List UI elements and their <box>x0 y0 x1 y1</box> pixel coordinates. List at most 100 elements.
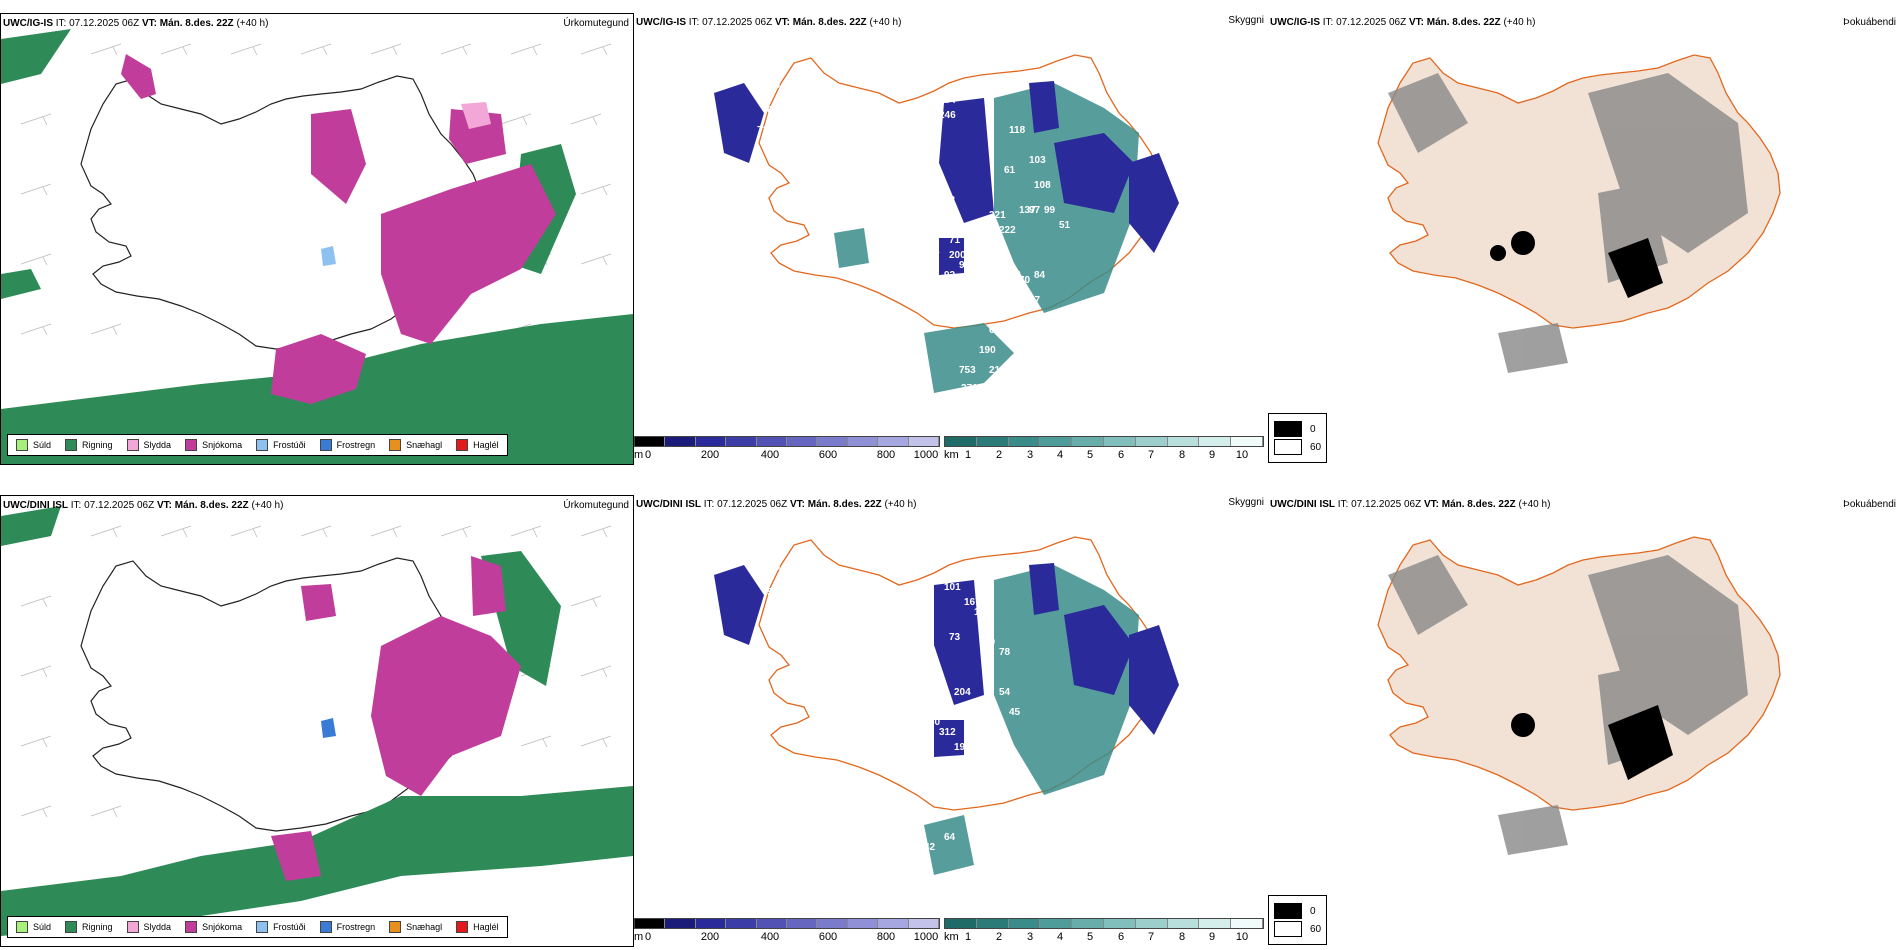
precip-type-panel-row1: UWC/IG-IS IT: 07.12.2025 06Z VT: Mán. 8.… <box>0 13 634 465</box>
ceiling-value-label: 190 <box>979 345 996 356</box>
ceiling-value-label: 98 <box>979 622 991 633</box>
ceiling-value-label: 71 <box>839 190 851 201</box>
ceiling-value-label: 204 <box>939 95 956 106</box>
panel-title: Úrkomutegund <box>563 18 629 29</box>
ceiling-value-label: 321 <box>989 210 1006 221</box>
legend-swatch <box>16 439 28 451</box>
panel-title: Úrkomutegund <box>563 500 629 511</box>
panel-title: Skyggni <box>1228 497 1264 508</box>
ceiling-value-label: 192 <box>954 742 971 753</box>
ceiling-value-label: 93 <box>834 847 846 858</box>
snow-area <box>271 334 366 404</box>
ceiling-value-label: 109 <box>974 607 991 618</box>
ceiling-value-label: 56 <box>864 165 876 176</box>
legend-swatch <box>256 439 269 451</box>
ceiling-value-label: 56 <box>869 732 881 743</box>
ceiling-value-label: 211 <box>989 385 1006 396</box>
ceiling-value-label: 40 <box>864 120 876 131</box>
ceiling-value-label: 84 <box>1034 270 1046 281</box>
ceiling-value-label: 39 <box>984 637 996 648</box>
ceiling-value-label: 200 <box>949 250 966 261</box>
ceiling-value-label: 96 <box>869 587 881 598</box>
ceiling-value-label: 71 <box>757 125 769 136</box>
legend-swatch <box>65 439 78 451</box>
ceiling-colorbar: m 0 200 400 600 800 1000 <box>634 918 940 947</box>
ceiling-value-label: 62 <box>919 265 931 276</box>
ceiling-value-label: 56 <box>894 260 906 271</box>
ceiling-value-label: 71 <box>949 235 961 246</box>
legend-swatch <box>185 439 198 451</box>
cloud-panel-row1: 55 66 71 79 88 54 40 60 51 68 56 71 79 86 204 246 118 61 1… <box>634 13 1268 465</box>
panel-header: UWC/DINI ISL IT: 07.12.2025 06Z VT: Mán.… <box>1270 499 1551 510</box>
ceiling-value-label: 70 <box>1019 275 1031 286</box>
ceiling-value-label: 97 <box>1029 205 1041 216</box>
ceiling-value-label: 288 <box>1004 270 1021 281</box>
ceiling-value-label: 62 <box>884 602 896 613</box>
ceiling-value-label: 45 <box>1009 707 1021 718</box>
ceiling-value-label: 93 <box>919 662 931 673</box>
ceiling-value-label: 51 <box>879 622 891 633</box>
snow-area <box>449 109 506 164</box>
ceiling-value-label: 86 <box>894 190 906 201</box>
ceiling-value-label: 204 <box>954 687 971 698</box>
ceiling-value-label: 99 <box>1044 205 1056 216</box>
ceiling-value-label: 92 <box>944 195 956 206</box>
ceiling-value-label: 312 <box>939 727 956 738</box>
ceiling-value-label: 46 <box>849 602 861 613</box>
ceiling-value-label: 753 <box>959 365 976 376</box>
panel-header: UWC/DINI ISL IT: 07.12.2025 06Z VT: Mán.… <box>636 499 917 510</box>
panel-header: UWC/DINI ISL IT: 07.12.2025 06Z VT: Mán.… <box>3 500 284 511</box>
ceiling-value-label: 105 <box>944 757 961 768</box>
precip-map <box>1 29 633 464</box>
ceiling-value-label: 111 <box>924 245 940 256</box>
ceiling-value-label: 55 <box>769 80 781 91</box>
ceiling-value-label: 137 <box>1019 205 1036 216</box>
ceiling-value-label: 76 <box>834 872 846 883</box>
panel-header: UWC/IG-IS IT: 07.12.2025 06Z VT: Mán. 8.… <box>3 18 269 29</box>
cloud-panel-row2: 58 57 96 46 58 59 61 82 62 51 101 167 109 73 98 39 78 93 2… <box>634 495 1268 947</box>
ceiling-colorbar: m 0 200 400 600 800 1000 <box>634 436 940 465</box>
ceiling-value-label: 188 <box>989 405 1006 416</box>
rain-area <box>1 29 71 84</box>
ceiling-value-label: 57 <box>1029 295 1041 306</box>
ceiling-value-label: 70 <box>969 747 981 758</box>
legend-swatch <box>319 439 332 451</box>
ceiling-value-label: 61 <box>1004 165 1016 176</box>
ceiling-value-label: 60 <box>844 150 856 161</box>
ceiling-value-label: 79 <box>779 130 791 141</box>
ceiling-value-label: 42 <box>924 842 936 853</box>
precip-legend: Súld Rigning Slydda Snjókoma Frostúði Fr… <box>7 916 508 938</box>
ceiling-value-label: 57 <box>767 587 779 598</box>
ceiling-value-label: 92 <box>944 270 956 281</box>
ceiling-value-label: 99 <box>914 757 926 768</box>
ceiling-value-label: 70 <box>914 692 926 703</box>
panel-title: Skyggni <box>1228 15 1264 26</box>
ceiling-value-label: 51 <box>1059 220 1071 231</box>
ceiling-value-label: 58 <box>769 562 781 573</box>
ceiling-value-label: 49 <box>839 742 851 753</box>
ceiling-value-label: 61 <box>869 662 881 673</box>
legend-swatch <box>389 439 402 451</box>
visibility-colorbar: km 1 2 3 4 5 6 7 8 9 10 <box>944 918 1264 947</box>
ceiling-value-label: 76 <box>1019 300 1031 311</box>
snow-area <box>381 164 556 344</box>
ceiling-value-label: 97 <box>899 245 911 256</box>
panel-title: Þokuábendi <box>1843 17 1896 28</box>
ceiling-value-label: 108 <box>1034 180 1051 191</box>
ceiling-value-label: 79 <box>874 195 886 206</box>
ceiling-value-label: 68 <box>849 150 861 161</box>
dew-panel-row2: UWC/DINI ISL IT: 07.12.2025 06Z VT: Mán.… <box>1268 495 1900 947</box>
ceiling-value-label: 51 <box>869 125 881 136</box>
dew-map <box>1377 54 1781 373</box>
ceiling-value-label: 78 <box>999 647 1011 658</box>
snow-area <box>311 109 366 204</box>
visibility-colorbar: km 1 2 3 4 5 6 7 8 9 10 <box>944 436 1264 465</box>
panel-header: UWC/IG-IS IT: 07.12.2025 06Z VT: Mán. 8.… <box>636 17 902 28</box>
ceiling-value-label: 118 <box>1009 125 1026 136</box>
ceiling-value-label: 64 <box>989 325 1001 336</box>
panel-header: UWC/IG-IS IT: 07.12.2025 06Z VT: Mán. 8.… <box>1270 17 1536 28</box>
ceiling-value-label: 90 <box>959 260 971 271</box>
